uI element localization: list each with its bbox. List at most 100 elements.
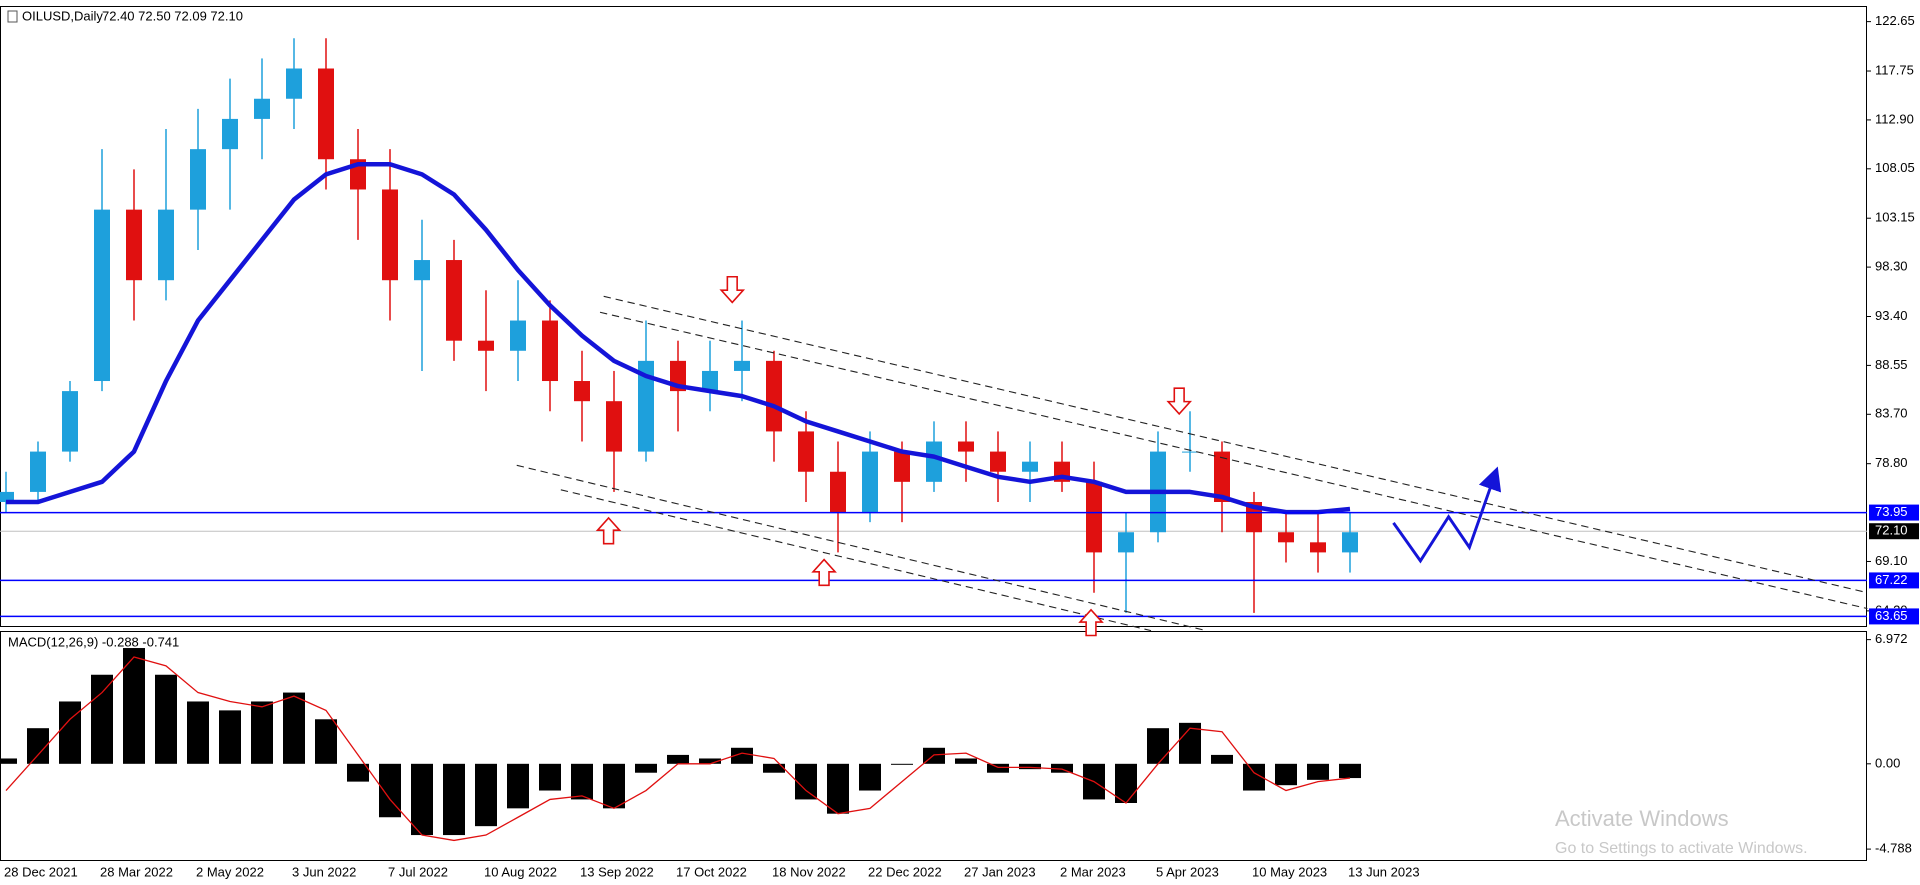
x-tick-label: 28 Dec 2021 [4, 864, 78, 879]
candle-body [862, 451, 878, 513]
y-tick-label: 6.972 [1875, 631, 1908, 646]
candle-body [1086, 481, 1102, 553]
candle-body [1182, 451, 1198, 453]
projection [1392, 466, 1502, 564]
candle-body [1214, 451, 1230, 502]
y-tick-label: -4.788 [1875, 841, 1912, 856]
candle-body [574, 381, 590, 402]
y-tick-label: 112.90 [1875, 111, 1914, 126]
macd-bar [379, 763, 401, 818]
x-tick-label: 22 Dec 2022 [868, 864, 942, 879]
macd-bar [475, 763, 497, 827]
signal-line [5, 656, 1351, 842]
candle-body [158, 209, 174, 281]
macd-bar [315, 719, 337, 764]
macd-bar [251, 701, 273, 764]
candle-body [1278, 532, 1294, 543]
x-tick-label: 17 Oct 2022 [676, 864, 747, 879]
macd-bar [795, 763, 817, 800]
candle-body [478, 340, 494, 351]
x-tick-label: 27 Jan 2023 [964, 864, 1036, 879]
y-tick-label: 78.80 [1875, 455, 1908, 470]
x-tick-label: 3 Jun 2022 [292, 864, 356, 879]
candle-body [222, 118, 238, 150]
candle-body [1310, 542, 1326, 553]
macd-bar [891, 763, 913, 765]
y-tick-label: 69.10 [1875, 553, 1908, 568]
macd-bar [731, 747, 753, 764]
annotations [516, 275, 1868, 637]
macd-bar [667, 754, 689, 764]
candle-body [126, 209, 142, 281]
macd-bar [0, 758, 17, 764]
macd-bar [539, 763, 561, 791]
macd-bar [59, 701, 81, 764]
level-box [1869, 608, 1919, 625]
macd-bar [347, 763, 369, 782]
x-tick-label: 10 Aug 2022 [484, 864, 557, 879]
moving-average [6, 162, 1351, 515]
y-tick-label: 88.55 [1875, 357, 1908, 372]
macd-bar [27, 728, 49, 764]
down-arrow [720, 275, 745, 304]
macd-bar [1147, 728, 1169, 764]
y-tick-label: 117.75 [1875, 62, 1914, 77]
macd-bar [635, 763, 657, 773]
x-tick-label: 7 Jul 2022 [388, 864, 448, 879]
current-price-label: 72.10 [1875, 523, 1908, 538]
up-arrow [596, 517, 621, 545]
macd-bar [1019, 763, 1041, 770]
macd-bar [955, 758, 977, 764]
trend-line [603, 295, 1868, 594]
x-tick-label: 5 Apr 2023 [1156, 864, 1219, 879]
level-label: 63.65 [1875, 608, 1908, 623]
trend-line [516, 464, 1207, 632]
candle-body [766, 360, 782, 432]
candle-body [446, 260, 462, 341]
watermark-title: Activate Windows [1555, 806, 1729, 831]
candle-body [702, 370, 718, 392]
candle-body [958, 441, 974, 452]
level-label: 67.22 [1875, 572, 1908, 587]
symbol-icon [7, 10, 18, 23]
trend-line [560, 489, 1152, 632]
candle-body [510, 320, 526, 351]
macd-bar [1339, 763, 1361, 779]
down-arrow [1167, 387, 1192, 415]
macd-bar [1115, 763, 1137, 803]
level-box [1869, 504, 1919, 521]
chart-subtitle: 72.40 72.50 72.09 72.10 [102, 8, 243, 23]
candle-body [990, 451, 1006, 472]
y-tick-label: 122.65 [1875, 13, 1915, 28]
x-tick-label: 13 Jun 2023 [1348, 864, 1420, 879]
candle-body [254, 98, 270, 119]
y-tick-label: 103.15 [1875, 210, 1915, 225]
y-tick-label: 83.70 [1875, 406, 1908, 421]
candle-body [190, 149, 206, 210]
up-arrow [812, 558, 836, 587]
macd-bar [1051, 763, 1073, 773]
macd-panel [0, 631, 1867, 861]
x-tick-label: 28 Mar 2022 [100, 864, 173, 879]
candle-body [830, 471, 846, 513]
x-tick-label: 10 May 2023 [1252, 864, 1327, 879]
trend-line [599, 311, 1868, 610]
watermark-text: Go to Settings to activate Windows. [1555, 840, 1808, 857]
y-tick-label: 98.30 [1875, 259, 1908, 274]
candle-body [414, 260, 430, 281]
candle-body [734, 360, 750, 371]
macd-bar [187, 701, 209, 764]
x-tick-label: 13 Sep 2022 [580, 864, 654, 879]
candle-body [1022, 461, 1038, 472]
macd-bar [283, 692, 305, 764]
candle-body [638, 360, 654, 452]
candle-body [94, 209, 110, 382]
macd-bar [699, 758, 721, 764]
candle-body [286, 68, 302, 99]
macd-bar [507, 763, 529, 809]
candle-body [30, 451, 46, 492]
y-tick-label: 93.40 [1875, 308, 1908, 323]
macd-bar [219, 710, 241, 764]
